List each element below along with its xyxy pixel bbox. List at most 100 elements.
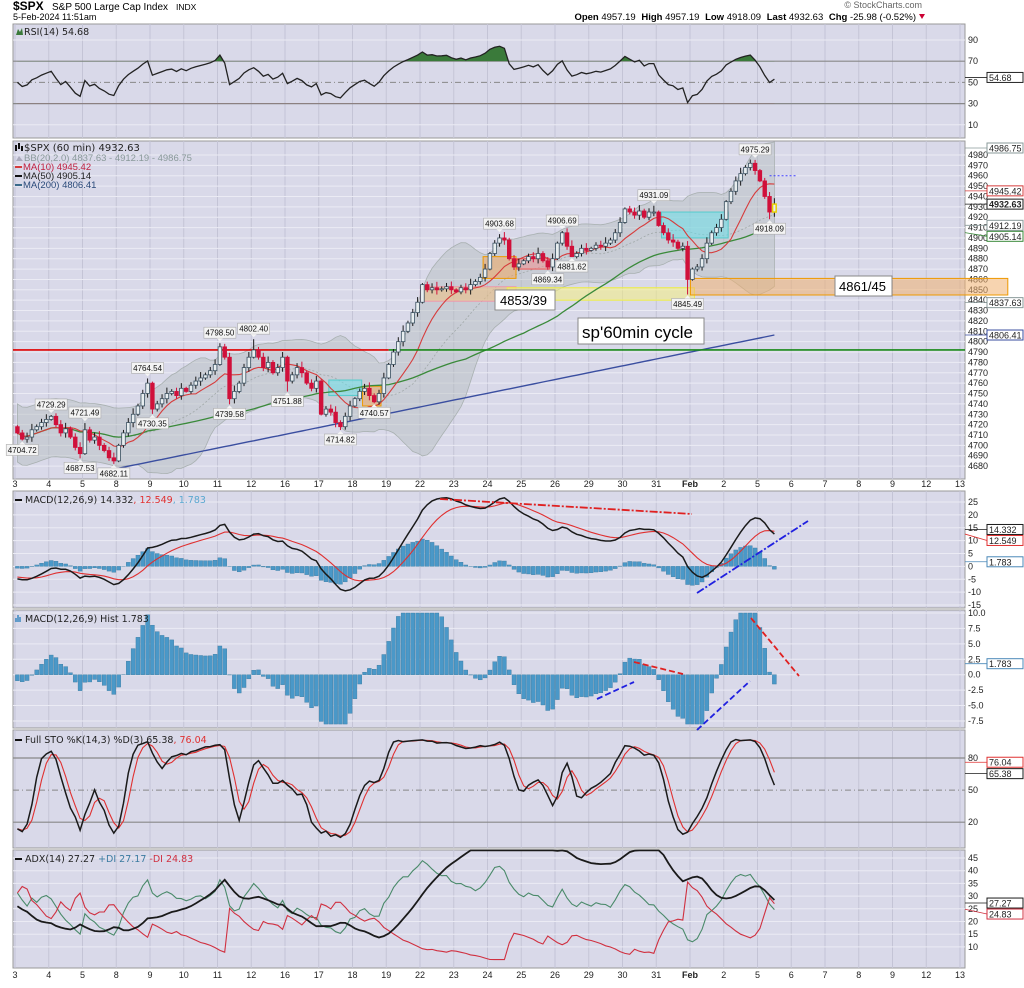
candle xyxy=(377,394,381,402)
low-label: Low xyxy=(705,12,725,23)
price-label: 4730.35 xyxy=(138,419,167,428)
histogram-bar xyxy=(666,675,670,702)
price-tick-label: 4870 xyxy=(968,264,988,274)
macd-histogram-bar xyxy=(555,566,559,573)
macd-histogram-bar xyxy=(676,566,680,578)
macd-histogram-bar xyxy=(430,542,434,566)
histogram-bar xyxy=(44,659,48,674)
histogram-bar xyxy=(502,657,506,675)
histogram-bar xyxy=(483,675,487,678)
price-label: 4906.69 xyxy=(548,217,577,226)
macd-histogram-bar xyxy=(78,566,82,571)
histogram-bar xyxy=(49,655,53,675)
sto-k-value: Full STO %K(14,3) %D(3) 65.38 xyxy=(25,735,173,746)
histogram-bar xyxy=(78,675,82,691)
candle xyxy=(715,228,719,233)
rsi-tick-label: 70 xyxy=(968,56,978,66)
histogram-bar xyxy=(719,664,723,674)
histogram-bar xyxy=(695,675,699,724)
candle xyxy=(435,288,439,290)
histogram-bar xyxy=(203,656,207,675)
macd-histogram-bar xyxy=(512,566,516,569)
candle xyxy=(691,269,695,279)
macd-histogram-bar xyxy=(454,560,458,567)
minus-di-value: -DI 24.83 xyxy=(146,854,193,865)
candle xyxy=(498,238,502,243)
price-tick-label: 4790 xyxy=(968,347,988,357)
candle xyxy=(488,254,492,270)
histogram-bar xyxy=(20,675,24,682)
macd-histogram-bar xyxy=(580,566,584,573)
candle xyxy=(517,264,521,267)
x-tick-label: 2 xyxy=(721,970,726,980)
macd-histogram-bar xyxy=(256,565,260,566)
x-tick-label: 4 xyxy=(46,479,51,489)
price-label: 4687.53 xyxy=(66,464,95,473)
histogram-bar xyxy=(449,640,453,675)
histogram-bar xyxy=(256,670,260,675)
histogram-bar xyxy=(396,616,400,674)
macd-histogram-bar xyxy=(657,566,661,567)
price-tick-label: 4960 xyxy=(968,171,988,181)
x-tick-label: 7 xyxy=(822,479,827,489)
macd-histogram-bar xyxy=(300,566,304,573)
sto-tick-label: 20 xyxy=(968,817,978,827)
histogram-bar xyxy=(252,670,256,674)
candle xyxy=(334,412,338,422)
macd-histogram-bar xyxy=(628,561,632,566)
histogram-bar xyxy=(488,670,492,675)
x-tick-label: 29 xyxy=(584,479,594,489)
histogram-bar xyxy=(324,675,328,724)
candle xyxy=(127,423,131,433)
candle xyxy=(73,437,77,447)
histogram-bar xyxy=(676,675,680,717)
macd-histogram-bar xyxy=(285,566,289,572)
macd-histogram-bar xyxy=(589,566,593,572)
candle xyxy=(122,433,126,445)
histogram-bar xyxy=(363,672,367,674)
histogram-bar xyxy=(613,675,617,682)
histogram-bar xyxy=(107,675,111,691)
macd-histogram-bar xyxy=(536,566,540,574)
macd-tick-label: -5 xyxy=(968,574,976,584)
sto-tick-label: 80 xyxy=(968,753,978,763)
macd-histogram-bar xyxy=(498,561,502,566)
price-label: 4764.54 xyxy=(133,364,162,373)
macd-histogram-bar xyxy=(353,566,357,573)
macd-histogram-bar xyxy=(377,564,381,567)
candle xyxy=(30,430,34,437)
price-tick-label: 4890 xyxy=(968,243,988,253)
macd-histogram-bar xyxy=(44,562,48,567)
histogram-bar xyxy=(507,670,511,675)
candle xyxy=(117,445,121,461)
histogram-bar xyxy=(387,641,391,674)
macd-histogram-bar xyxy=(502,561,506,566)
zone-2-label: 4861/45 xyxy=(839,279,886,294)
histogram-bar xyxy=(604,675,608,691)
histogram-bar xyxy=(522,675,526,699)
macd-histogram-bar xyxy=(97,566,101,568)
candle xyxy=(141,394,145,406)
histogram-bar xyxy=(382,655,386,675)
candle xyxy=(271,362,275,372)
candle xyxy=(286,357,290,381)
candle xyxy=(223,347,227,357)
histogram-bar xyxy=(184,653,188,675)
candle xyxy=(204,375,208,378)
histogram-bar xyxy=(300,675,304,697)
macd-histogram-bar xyxy=(666,566,670,574)
macd-histogram-bar xyxy=(15,566,19,568)
macd-histogram-bar xyxy=(88,566,92,568)
macd-panel xyxy=(13,491,965,608)
x-tick-label: 31 xyxy=(651,479,661,489)
hist-tick-label: 0.0 xyxy=(968,670,981,680)
histogram-bar xyxy=(546,675,550,711)
macd-histogram-bar xyxy=(131,559,135,567)
histogram-bar xyxy=(150,625,154,675)
x-tick-label: 25 xyxy=(516,970,526,980)
x-tick-label: 5 xyxy=(80,970,85,980)
macd-histogram-bar xyxy=(54,561,58,566)
hist-tick-label: 2.5 xyxy=(968,654,981,664)
histogram-bar xyxy=(473,675,477,679)
histogram-bar xyxy=(498,656,502,674)
